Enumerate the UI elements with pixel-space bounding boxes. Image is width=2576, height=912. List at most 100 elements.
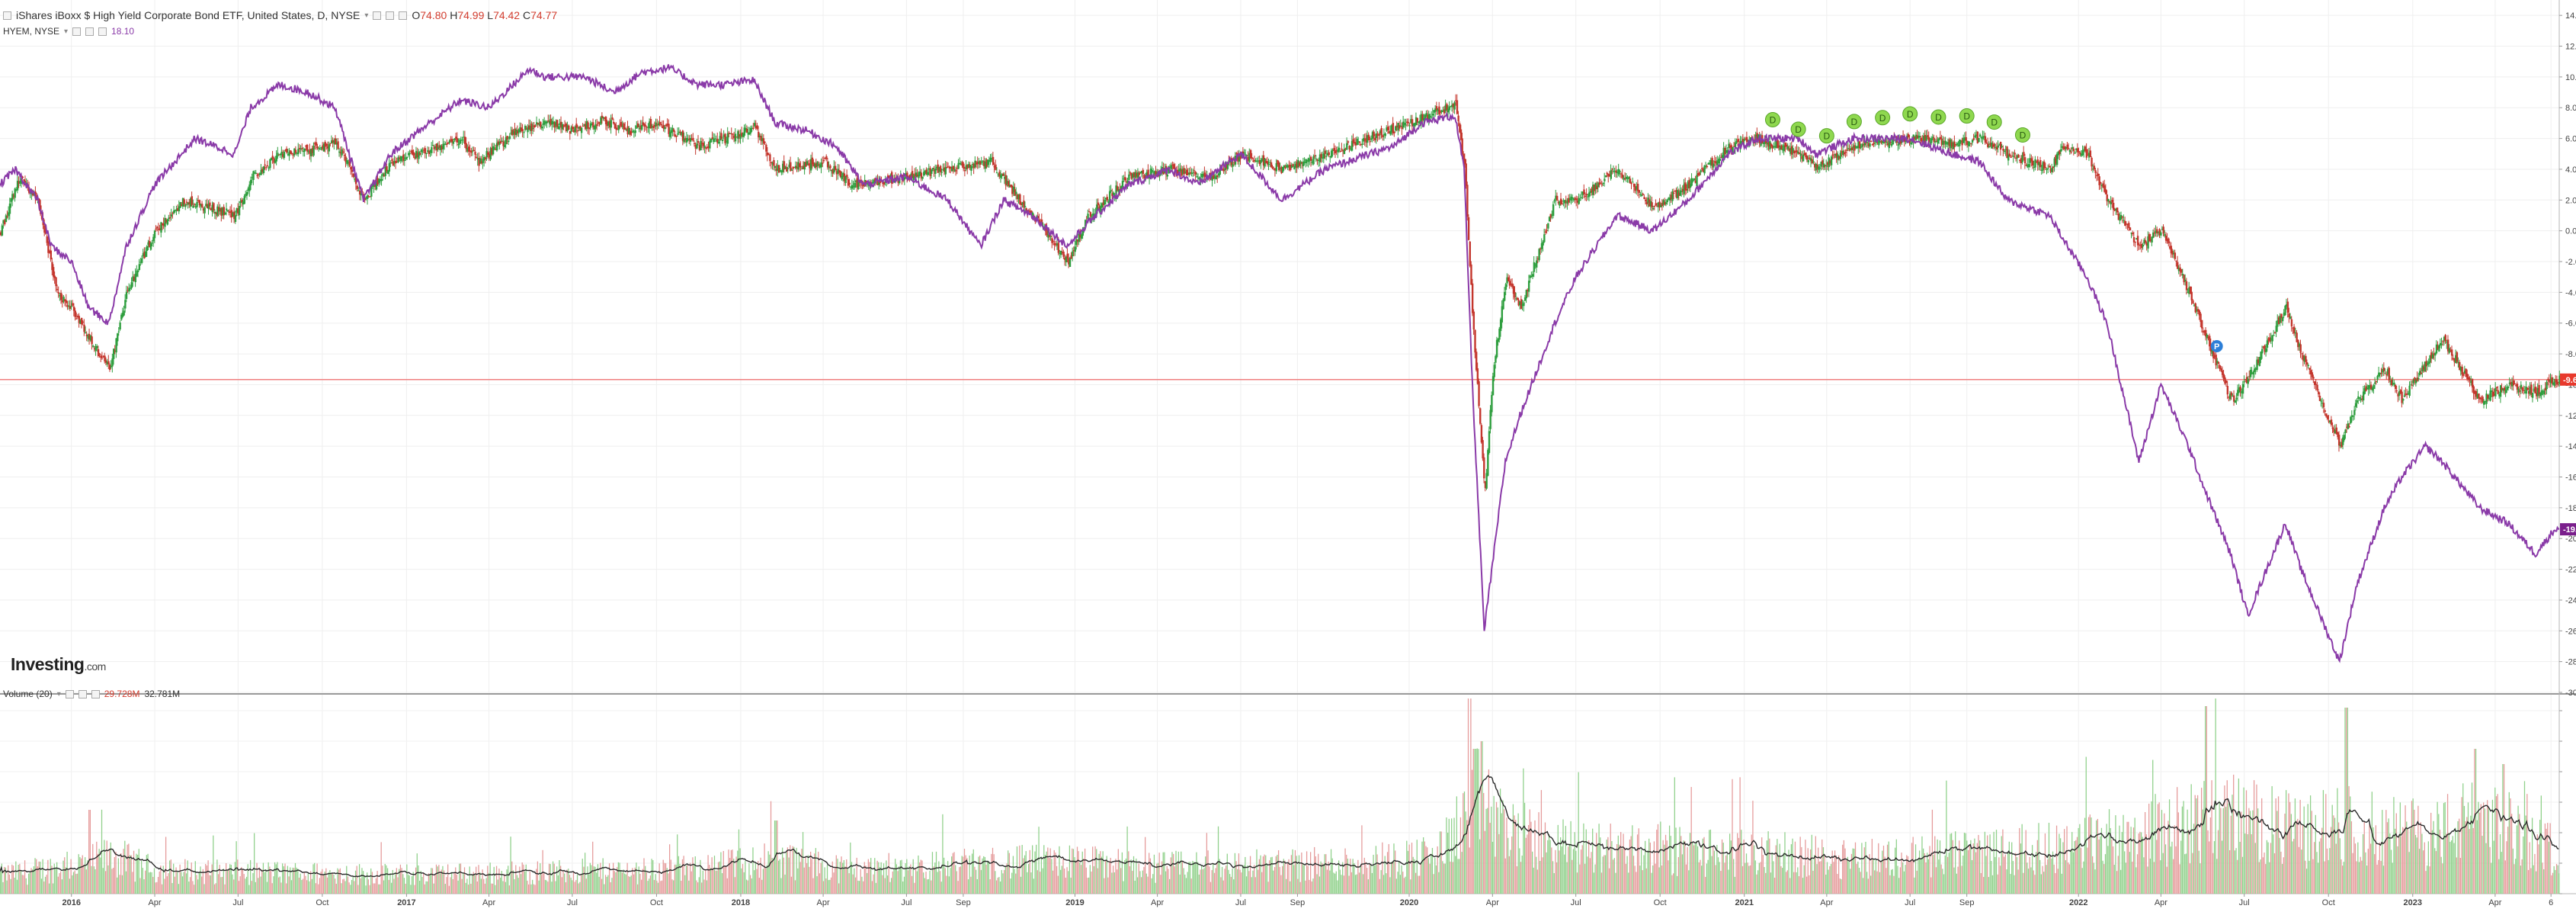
volume-bar bbox=[2267, 843, 2268, 894]
volume-bar bbox=[934, 862, 935, 894]
volume-bar bbox=[1041, 856, 1042, 894]
volume-bar bbox=[987, 861, 988, 894]
volume-bar bbox=[848, 873, 849, 894]
volume-bar bbox=[1883, 846, 1884, 894]
volume-bar bbox=[1774, 878, 1775, 894]
volume-bar bbox=[68, 870, 69, 894]
volume-bar bbox=[2207, 830, 2208, 894]
volume-bar bbox=[1911, 843, 1912, 894]
volume-bar bbox=[1547, 840, 1548, 894]
volume-bar bbox=[26, 878, 27, 894]
volume-bar bbox=[914, 883, 915, 894]
volume-bar bbox=[319, 878, 320, 894]
candle-body bbox=[96, 346, 98, 348]
volume-bar bbox=[2120, 870, 2121, 894]
candle-body bbox=[1097, 203, 1099, 206]
candle-body bbox=[1873, 143, 1874, 144]
candle-body bbox=[575, 124, 577, 127]
volume-bar bbox=[120, 853, 121, 894]
volume-bar bbox=[1880, 861, 1881, 894]
volume-bar bbox=[2297, 819, 2298, 894]
volume-bar bbox=[408, 875, 409, 894]
volume-bar bbox=[2133, 827, 2134, 894]
candle-body bbox=[1578, 198, 1580, 204]
volume-bar bbox=[223, 869, 224, 894]
candle-body bbox=[1620, 173, 1622, 174]
volume-bar bbox=[1855, 843, 1856, 894]
volume-bar bbox=[2397, 846, 2398, 894]
volume-bar bbox=[846, 859, 847, 894]
volume-bar bbox=[1209, 866, 1210, 894]
volume-bar bbox=[2301, 849, 2302, 894]
volume-bar bbox=[2342, 865, 2343, 894]
volume-bar bbox=[228, 869, 229, 894]
volume-bar bbox=[2223, 808, 2224, 894]
volume-bar bbox=[837, 859, 838, 894]
volume-bar bbox=[2336, 843, 2337, 894]
volume-bar bbox=[2400, 802, 2401, 894]
candle-body bbox=[963, 164, 964, 169]
volume-bar bbox=[1814, 855, 1815, 894]
candle-body bbox=[404, 160, 405, 161]
volume-bar bbox=[1975, 853, 1976, 894]
volume-bar bbox=[2078, 828, 2079, 894]
volume-bar bbox=[2002, 830, 2003, 894]
volume-bar bbox=[224, 885, 225, 894]
volume-bar bbox=[2319, 842, 2320, 894]
volume-bar bbox=[990, 879, 991, 894]
volume-bar bbox=[1284, 861, 1285, 894]
volume-bar bbox=[1878, 843, 1879, 894]
volume-bar bbox=[2528, 870, 2529, 894]
volume-bar bbox=[2457, 821, 2458, 894]
volume-bar bbox=[1228, 870, 1229, 894]
volume-bar bbox=[1251, 877, 1252, 894]
candle-body bbox=[1706, 166, 1708, 167]
volume-bar bbox=[1836, 856, 1837, 894]
volume-bar bbox=[299, 878, 300, 894]
volume-bar bbox=[1160, 875, 1161, 894]
candle-body bbox=[825, 156, 827, 159]
volume-bar bbox=[1203, 868, 1204, 894]
volume-bar bbox=[1750, 865, 1751, 894]
volume-bar bbox=[1409, 845, 1410, 894]
candle-body bbox=[635, 130, 636, 133]
volume-bar bbox=[1607, 837, 1608, 894]
volume-bar bbox=[14, 878, 15, 894]
volume-bar bbox=[1772, 853, 1773, 894]
volume-bar bbox=[1872, 839, 1873, 894]
candle-body bbox=[297, 149, 299, 154]
volume-bar bbox=[1088, 878, 1089, 894]
volume-bar bbox=[2180, 840, 2181, 894]
volume-bar bbox=[1062, 859, 1063, 894]
candle-body bbox=[1654, 206, 1655, 207]
volume-bar bbox=[2346, 708, 2347, 894]
volume-bar bbox=[1759, 863, 1760, 894]
volume-bar bbox=[1509, 856, 1510, 894]
volume-bar bbox=[1079, 862, 1080, 894]
volume-bar bbox=[981, 870, 982, 894]
volume-bar bbox=[2554, 866, 2555, 894]
volume-bar bbox=[1827, 862, 1828, 894]
volume-bar bbox=[714, 856, 715, 894]
volume-bar bbox=[885, 878, 886, 894]
volume-bar bbox=[1214, 873, 1215, 894]
volume-bar bbox=[782, 848, 783, 894]
volume-bar bbox=[2558, 873, 2559, 894]
volume-bar bbox=[759, 878, 760, 894]
volume-bar bbox=[2378, 860, 2379, 894]
volume-bar bbox=[2118, 856, 2119, 894]
candle-body bbox=[618, 125, 620, 130]
volume-bar bbox=[368, 879, 369, 894]
volume-bar bbox=[1449, 819, 1450, 894]
volume-bar bbox=[370, 869, 371, 894]
candle-body bbox=[1505, 284, 1507, 291]
volume-bar bbox=[2161, 810, 2162, 894]
volume-bar bbox=[860, 869, 861, 894]
volume-bar bbox=[645, 866, 646, 894]
volume-bar bbox=[1876, 872, 1877, 894]
volume-bar bbox=[1383, 875, 1384, 894]
volume-bar bbox=[2235, 848, 2236, 894]
volume-bar bbox=[1237, 869, 1238, 894]
candle-body bbox=[1171, 165, 1172, 169]
volume-bar bbox=[2102, 861, 2103, 894]
